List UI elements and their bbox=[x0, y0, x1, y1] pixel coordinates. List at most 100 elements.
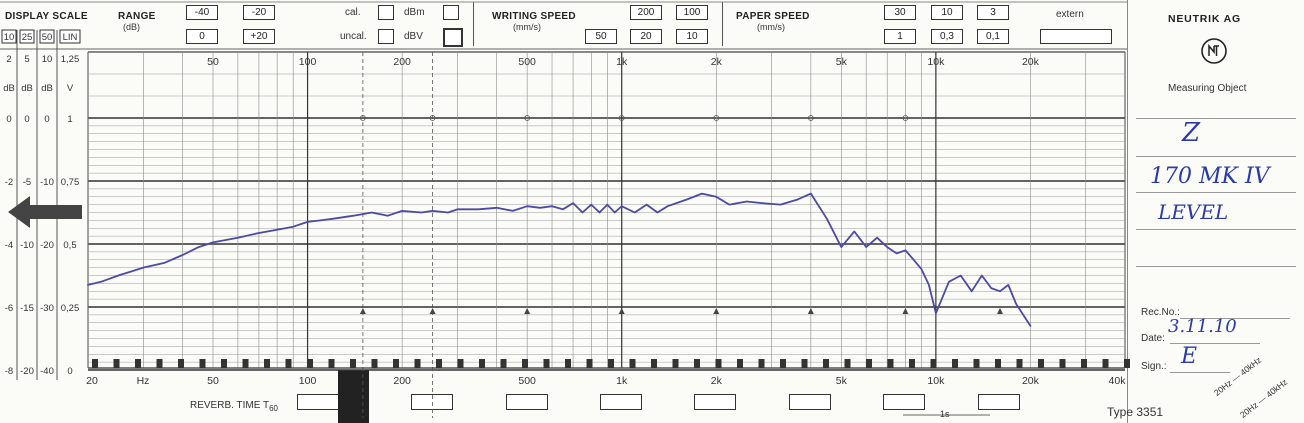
sign-line bbox=[1170, 372, 1230, 373]
tri-marker bbox=[359, 308, 366, 314]
scale-row-value: 0 bbox=[24, 114, 29, 125]
ref-circle-marker bbox=[902, 115, 909, 121]
series-line bbox=[87, 192, 1032, 327]
x-tick-label-bottom: 100 bbox=[299, 375, 317, 387]
scale-unit: V bbox=[67, 83, 74, 94]
writing-speed-title: WRITING SPEED bbox=[492, 11, 576, 22]
time-marker bbox=[909, 359, 915, 368]
sign-label: Sign.: bbox=[1141, 361, 1167, 372]
x-tick-label-top: 2k bbox=[711, 56, 723, 68]
ps-10[interactable]: 10 bbox=[931, 5, 963, 20]
ws-50[interactable]: 50 bbox=[585, 29, 617, 44]
scale-row-value: -8 bbox=[5, 366, 13, 377]
time-marker bbox=[414, 359, 421, 368]
scale-col-box bbox=[19, 29, 35, 44]
paper-speed-unit: (mm/s) bbox=[757, 22, 785, 32]
scale-row-value: 0,5 bbox=[63, 240, 76, 251]
scale-row-value: 0,25 bbox=[61, 303, 80, 314]
x-tick-label-top: 1k bbox=[616, 56, 628, 68]
time-marker bbox=[1124, 359, 1130, 368]
tri-marker bbox=[996, 308, 1003, 314]
tri-marker bbox=[618, 308, 625, 314]
time-marker bbox=[113, 359, 120, 368]
ps-01[interactable]: 0,1 bbox=[977, 29, 1009, 44]
time-marker bbox=[156, 359, 163, 368]
x-tick-label-bottom: 20 bbox=[86, 375, 98, 387]
time-marker bbox=[500, 359, 507, 368]
dbm-checkbox[interactable] bbox=[443, 5, 459, 20]
tri-marker bbox=[524, 308, 531, 314]
scale-col-label: 25 bbox=[22, 32, 33, 43]
type-label: Type 3351 bbox=[1107, 405, 1164, 419]
time-marker bbox=[457, 359, 464, 368]
range-minus40[interactable]: -40 bbox=[186, 5, 218, 20]
cal-checkbox[interactable] bbox=[378, 5, 394, 20]
x-tick-label-bottom: 500 bbox=[518, 375, 536, 387]
scale-unit: dB bbox=[21, 83, 33, 94]
scale-unit: dB bbox=[41, 83, 53, 94]
dbv-checkbox[interactable] bbox=[443, 28, 463, 47]
ws-10[interactable]: 10 bbox=[676, 29, 708, 44]
ws-200[interactable]: 200 bbox=[630, 5, 662, 20]
reverb-box[interactable] bbox=[600, 394, 642, 410]
uncal-checkbox[interactable] bbox=[378, 29, 394, 44]
time-marker bbox=[973, 359, 980, 368]
time-marker bbox=[758, 359, 765, 368]
time-marker bbox=[780, 359, 786, 368]
x-tick-label-top: 100 bbox=[299, 56, 317, 68]
ws-100[interactable]: 100 bbox=[676, 5, 708, 20]
ref-circle-marker bbox=[429, 115, 436, 121]
dbv-label: dBV bbox=[404, 31, 423, 42]
scale-col-box bbox=[39, 29, 55, 44]
reverb-box[interactable] bbox=[694, 394, 736, 410]
range-plus20[interactable]: +20 bbox=[243, 29, 275, 44]
divider bbox=[473, 2, 474, 46]
time-marker bbox=[307, 359, 313, 368]
ps-3[interactable]: 3 bbox=[977, 5, 1009, 20]
ps-30[interactable]: 30 bbox=[884, 5, 916, 20]
reverb-box[interactable] bbox=[506, 394, 548, 410]
marker-block bbox=[338, 370, 369, 423]
tri-marker bbox=[902, 308, 909, 314]
scale-col-label: LIN bbox=[63, 32, 78, 43]
time-marker bbox=[715, 359, 722, 368]
ps-1[interactable]: 1 bbox=[884, 29, 916, 44]
time-marker bbox=[1059, 359, 1066, 368]
ps-03[interactable]: 0,3 bbox=[931, 29, 963, 44]
extern-box[interactable] bbox=[1040, 29, 1112, 44]
range-0[interactable]: 0 bbox=[186, 29, 218, 44]
time-marker bbox=[823, 359, 829, 368]
neutrik-logo-icon bbox=[1201, 38, 1227, 64]
scale-unit: dB bbox=[3, 83, 15, 94]
x-tick-label-bottom: 200 bbox=[393, 375, 411, 387]
time-marker bbox=[737, 359, 743, 368]
time-marker bbox=[135, 359, 141, 368]
right-panel-divider bbox=[1127, 0, 1128, 423]
time-marker bbox=[328, 359, 335, 368]
reverb-box[interactable] bbox=[978, 394, 1020, 410]
scale-row-value: -5 bbox=[23, 177, 31, 188]
time-marker bbox=[694, 359, 700, 368]
time-marker bbox=[371, 359, 378, 368]
time-marker bbox=[264, 359, 270, 368]
x-tick-label-bottom: 50 bbox=[207, 375, 219, 387]
x-tick-label-bottom: 2k bbox=[711, 375, 723, 387]
scale-row-value: -20 bbox=[20, 366, 34, 377]
reverb-box[interactable] bbox=[789, 394, 831, 410]
reverb-box[interactable] bbox=[411, 394, 453, 410]
x-tick-label-bottom: 5k bbox=[836, 375, 848, 387]
ref-circle-marker bbox=[618, 115, 625, 121]
time-marker bbox=[672, 359, 679, 368]
reverb-box[interactable] bbox=[883, 394, 925, 410]
time-marker bbox=[350, 359, 356, 368]
scale-row-value: -10 bbox=[20, 240, 34, 251]
scale-row-value: -40 bbox=[40, 366, 54, 377]
range-minus20[interactable]: -20 bbox=[243, 5, 275, 20]
ref-circle-marker bbox=[524, 115, 531, 121]
time-marker bbox=[242, 359, 249, 368]
scale-row-value: -2 bbox=[5, 177, 13, 188]
ws-20[interactable]: 20 bbox=[630, 29, 662, 44]
time-marker bbox=[543, 359, 550, 368]
dbm-label: dBm bbox=[404, 7, 425, 18]
scale-row-value: -15 bbox=[20, 303, 34, 314]
